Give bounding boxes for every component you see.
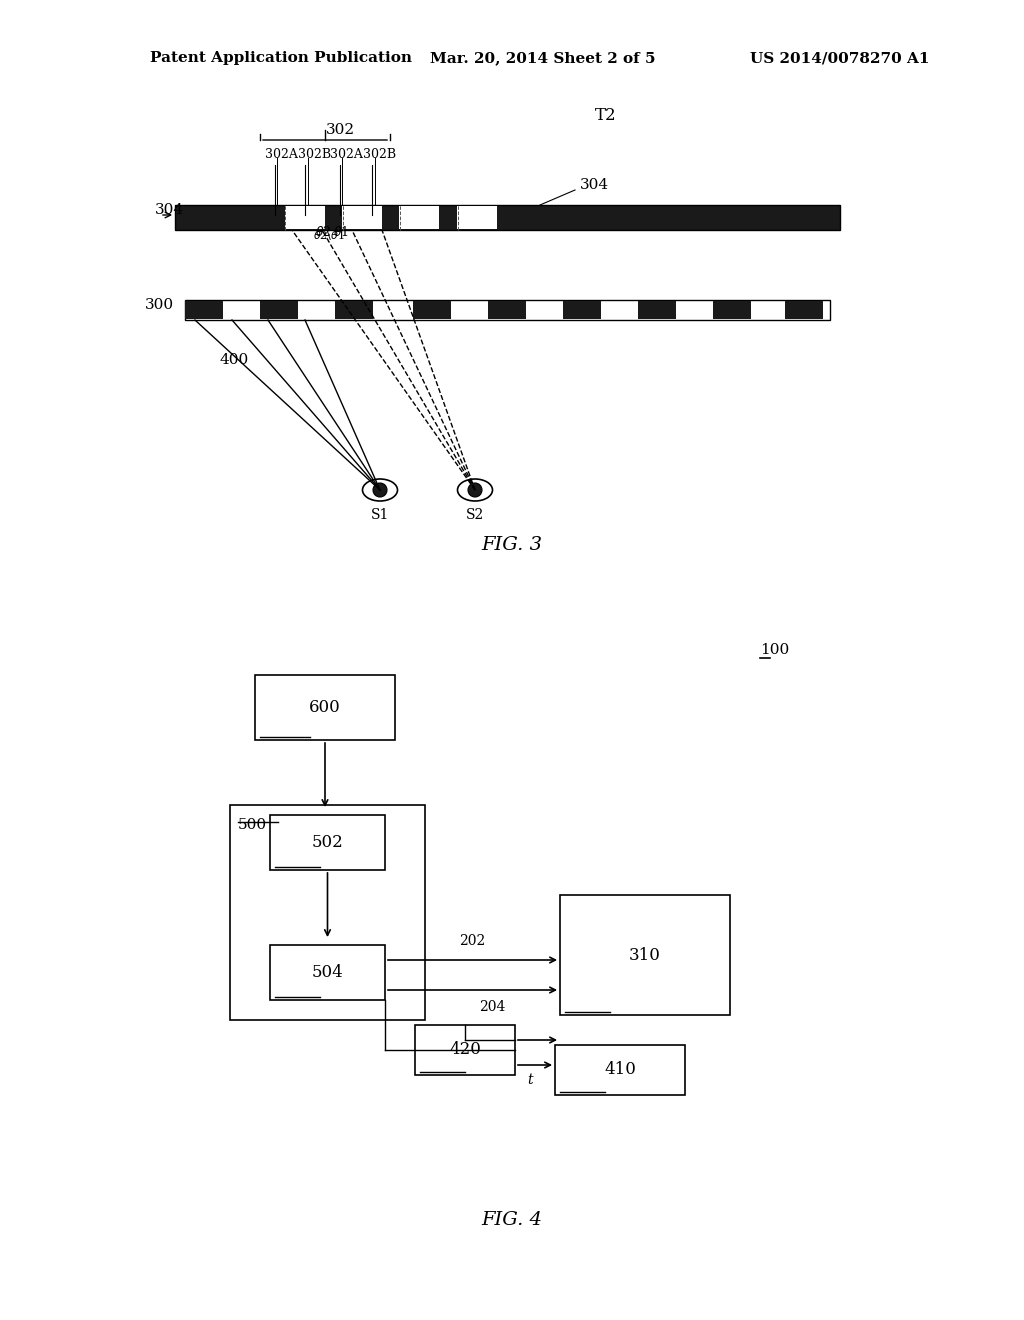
Text: 302B: 302B [362,149,396,161]
Text: 302A: 302A [265,149,298,161]
Bar [555,1045,685,1096]
Text: US 2014/0078270 A1: US 2014/0078270 A1 [750,51,930,65]
Text: 500: 500 [238,818,267,832]
Text: 304: 304 [155,203,184,216]
Text: 502: 502 [311,834,343,851]
Bar [175,205,840,230]
Text: FIG. 4: FIG. 4 [481,1210,543,1229]
Text: T2: T2 [595,107,616,124]
Bar [560,895,730,1015]
Text: $\theta$2$\backslash$$\theta$1: $\theta$2$\backslash$$\theta$1 [313,228,345,242]
Bar [260,301,298,319]
Bar [335,301,373,319]
Text: 204: 204 [479,1001,506,1014]
Bar [713,301,751,319]
Bar [563,301,601,319]
Text: 302: 302 [326,123,354,137]
Bar [255,675,395,741]
Ellipse shape [458,479,493,502]
Text: 420: 420 [450,1041,481,1059]
Text: S2: S2 [466,508,484,521]
Bar [270,814,385,870]
Circle shape [468,483,482,498]
Bar [285,206,325,228]
Text: 304: 304 [580,178,609,191]
Text: 202: 202 [460,935,485,948]
Text: Patent Application Publication: Patent Application Publication [150,51,412,65]
Bar [270,945,385,1001]
Ellipse shape [362,479,397,502]
Text: S1: S1 [371,508,389,521]
Text: 310: 310 [629,946,660,964]
Text: FIG. 3: FIG. 3 [481,536,543,554]
Bar [413,301,451,319]
Bar [515,205,840,230]
Text: $\theta$1: $\theta$1 [333,224,349,239]
Text: 600: 600 [309,700,341,715]
Text: 300: 300 [145,298,174,312]
Bar [342,206,382,228]
Bar [488,301,526,319]
Bar [457,206,497,228]
Text: 410: 410 [604,1061,636,1078]
Circle shape [373,483,387,498]
Bar [185,301,223,319]
Bar [638,301,676,319]
Text: 400: 400 [220,352,249,367]
Text: 302B: 302B [298,149,331,161]
Text: 504: 504 [311,964,343,981]
Text: t: t [527,1073,532,1086]
Bar [230,805,425,1020]
Bar [185,300,830,319]
Bar [785,301,823,319]
Text: 302A: 302A [330,149,362,161]
Text: $\theta$2: $\theta$2 [315,224,332,239]
Bar [399,206,439,228]
Bar [415,1026,515,1074]
Text: Mar. 20, 2014 Sheet 2 of 5: Mar. 20, 2014 Sheet 2 of 5 [430,51,655,65]
Text: 100: 100 [760,643,790,657]
Bar [175,205,285,230]
Bar [285,205,515,230]
